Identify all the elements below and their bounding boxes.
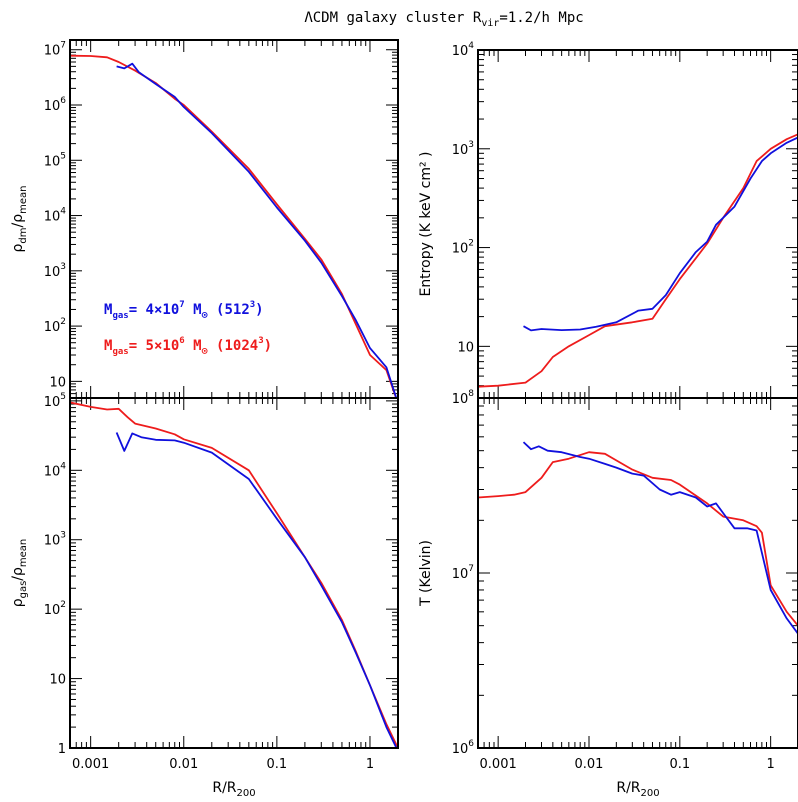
panel-bottom-right: 106 107 108 0.001 0.01 0.1 1 T (Kelvin) R/R200 bbox=[418, 389, 798, 799]
y-tick-label: 104 bbox=[44, 461, 67, 479]
series-line-blue bbox=[523, 136, 798, 332]
x-tick-label: 0.001 bbox=[480, 757, 517, 772]
y-tick-label: 105 bbox=[44, 392, 66, 410]
plot-frame bbox=[69, 397, 399, 749]
legend-entry-red: Mgas= 5×106 M⊙ (10243) bbox=[104, 336, 272, 357]
x-axis-label: R/R200 bbox=[212, 780, 255, 799]
y-tick-label: 103 bbox=[44, 531, 66, 549]
y-tick-label: 103 bbox=[44, 262, 66, 280]
x-tick-label: 0.1 bbox=[669, 757, 690, 772]
panel-top-right: 10 102 103 104 Entropy (K keV cm² ) bbox=[418, 41, 798, 399]
series-line-red bbox=[478, 133, 798, 388]
y-tick-label: 10 bbox=[457, 340, 474, 355]
panel-bottom-left: 1 10 102 103 104 105 0.001 0.01 0.1 1 ρgas/ρmean R/… bbox=[10, 392, 399, 799]
y-tick-label: 107 bbox=[44, 41, 66, 59]
y-tick-label: 1 bbox=[58, 742, 66, 757]
x-tick-label: 0.01 bbox=[169, 757, 198, 772]
y-tick-label: 103 bbox=[452, 140, 474, 158]
y-tick-label: 104 bbox=[44, 207, 67, 225]
y-axis-label: ρgas/ρmean bbox=[10, 539, 29, 608]
y-axis-label: T (Kelvin) bbox=[418, 540, 434, 607]
x-tick-label: 0.01 bbox=[575, 757, 604, 772]
series-line-blue bbox=[522, 441, 798, 635]
y-axis-label: ρdm/ρmean bbox=[10, 186, 29, 253]
figure-title: ΛCDM galaxy cluster Rvir=1.2/h Mpc bbox=[304, 10, 583, 29]
y-tick-label: 108 bbox=[452, 389, 475, 407]
y-tick-label: 106 bbox=[44, 96, 67, 114]
legend: Mgas= 4×107 M⊙ (5123) Mgas= 5×106 M⊙ (102… bbox=[104, 300, 272, 357]
y-tick-label: 105 bbox=[44, 151, 66, 169]
panels: 10 102 103 104 105 106 107 ρdm/ρmean 10 102 103 104… bbox=[10, 39, 798, 799]
y-tick-label: 106 bbox=[452, 739, 475, 757]
x-axis-label: R/R200 bbox=[616, 780, 659, 799]
y-tick-label: 102 bbox=[44, 600, 66, 618]
x-tick-label: 0.001 bbox=[72, 757, 109, 772]
series-line-blue bbox=[116, 62, 398, 398]
y-tick-label: 102 bbox=[44, 317, 66, 335]
series-line-red bbox=[70, 54, 398, 398]
plot-frame bbox=[477, 397, 798, 749]
series-line-red bbox=[70, 401, 398, 748]
x-tick-label: 1 bbox=[767, 757, 775, 772]
legend-entry-blue: Mgas= 4×107 M⊙ (5123) bbox=[104, 300, 264, 321]
y-tick-label: 10 bbox=[49, 673, 66, 688]
y-tick-label: 102 bbox=[452, 239, 474, 257]
plot-frame bbox=[477, 49, 798, 399]
x-tick-label: 1 bbox=[366, 757, 374, 772]
panel-top-left: 10 102 103 104 105 106 107 ρdm/ρmean bbox=[10, 39, 399, 399]
y-axis-label: Entropy (K keV cm² ) bbox=[418, 151, 434, 296]
series-line-red bbox=[478, 451, 798, 627]
y-tick-label: 107 bbox=[452, 564, 474, 582]
y-tick-label: 10 bbox=[49, 375, 66, 390]
y-tick-label: 104 bbox=[452, 41, 475, 59]
series-line-blue bbox=[115, 432, 398, 748]
x-tick-label: 0.1 bbox=[267, 757, 288, 772]
